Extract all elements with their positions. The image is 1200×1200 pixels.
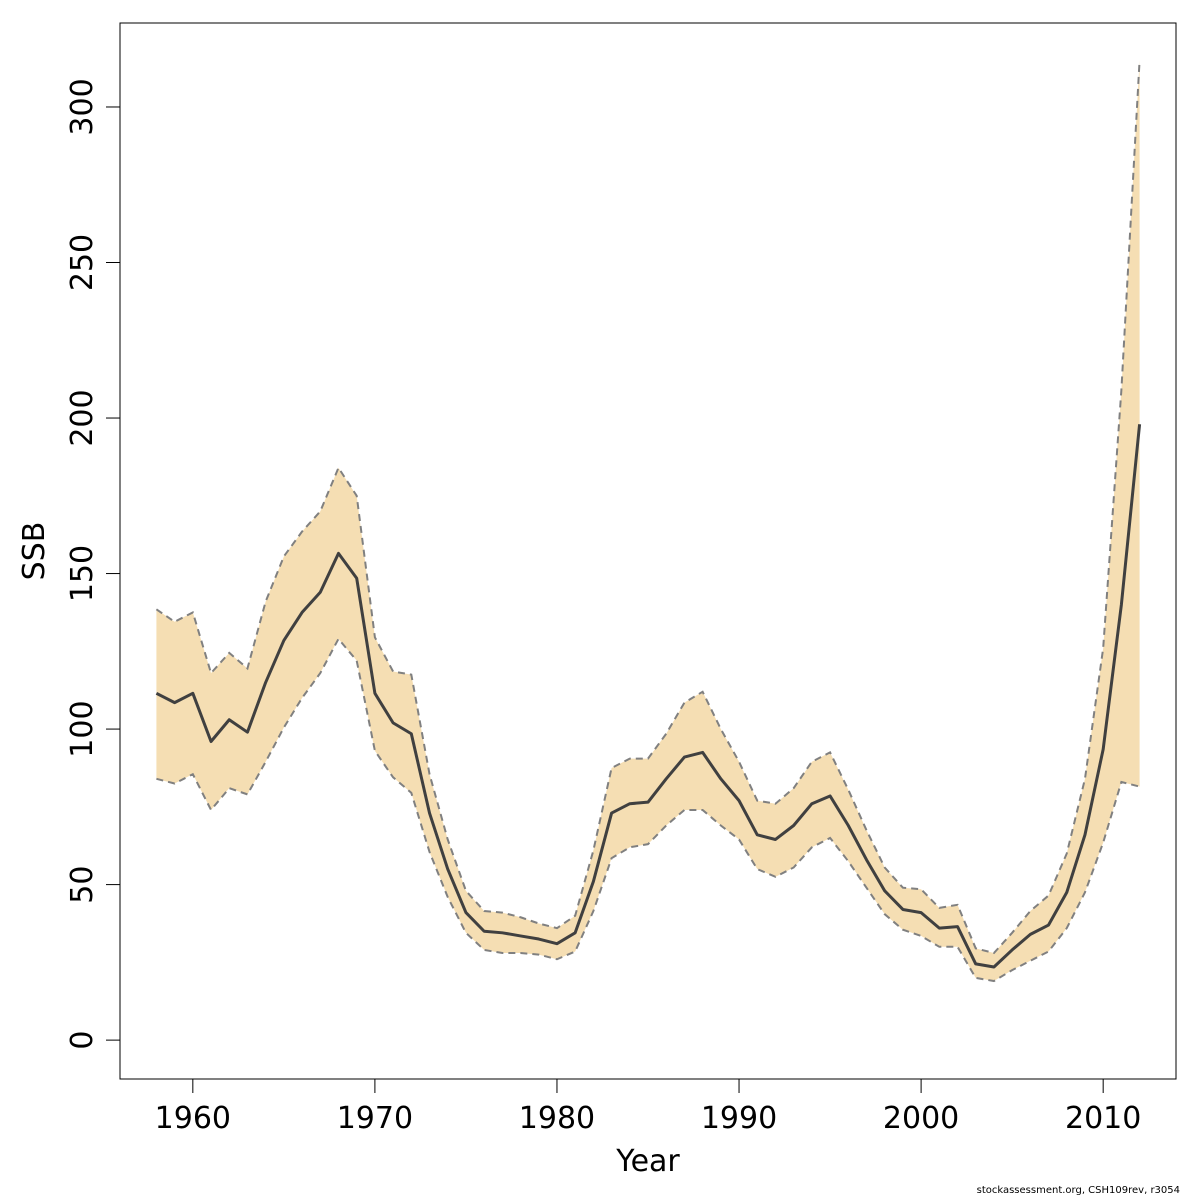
- y-tick-label: 100: [65, 700, 100, 757]
- x-tick-label: 2010: [1065, 1101, 1141, 1136]
- x-tick-label: 1970: [337, 1101, 413, 1136]
- x-axis-title: Year: [615, 1144, 680, 1179]
- plot-area: [155, 60, 1142, 983]
- y-tick-label: 250: [65, 234, 100, 291]
- y-axis-title: SSB: [17, 522, 52, 581]
- footer-credit: stockassessment.org, CSH109rev, r3054: [976, 1185, 1180, 1196]
- y-tick-label: 0: [65, 1031, 100, 1050]
- confidence-band: [156, 60, 1140, 982]
- x-tick-label: 1980: [519, 1101, 595, 1136]
- x-axis: 1960 1970 1980 1990 2000 2010: [155, 1078, 1141, 1136]
- ssb-estimate-line: [155, 424, 1142, 969]
- x-tick-label: 1960: [155, 1101, 231, 1136]
- y-tick-label: 150: [65, 545, 100, 602]
- y-axis: 0 50 100 150 200 250 300: [65, 78, 121, 1050]
- lower-bound-line: [156, 637, 1140, 983]
- y-tick-label: 300: [65, 78, 100, 135]
- x-tick-label: 1990: [701, 1101, 777, 1136]
- y-tick-label: 200: [65, 389, 100, 446]
- x-tick-label: 2000: [883, 1101, 959, 1136]
- plot-frame: [119, 22, 1177, 1080]
- y-tick-label: 50: [65, 866, 100, 904]
- upper-bound-line: [155, 60, 1141, 955]
